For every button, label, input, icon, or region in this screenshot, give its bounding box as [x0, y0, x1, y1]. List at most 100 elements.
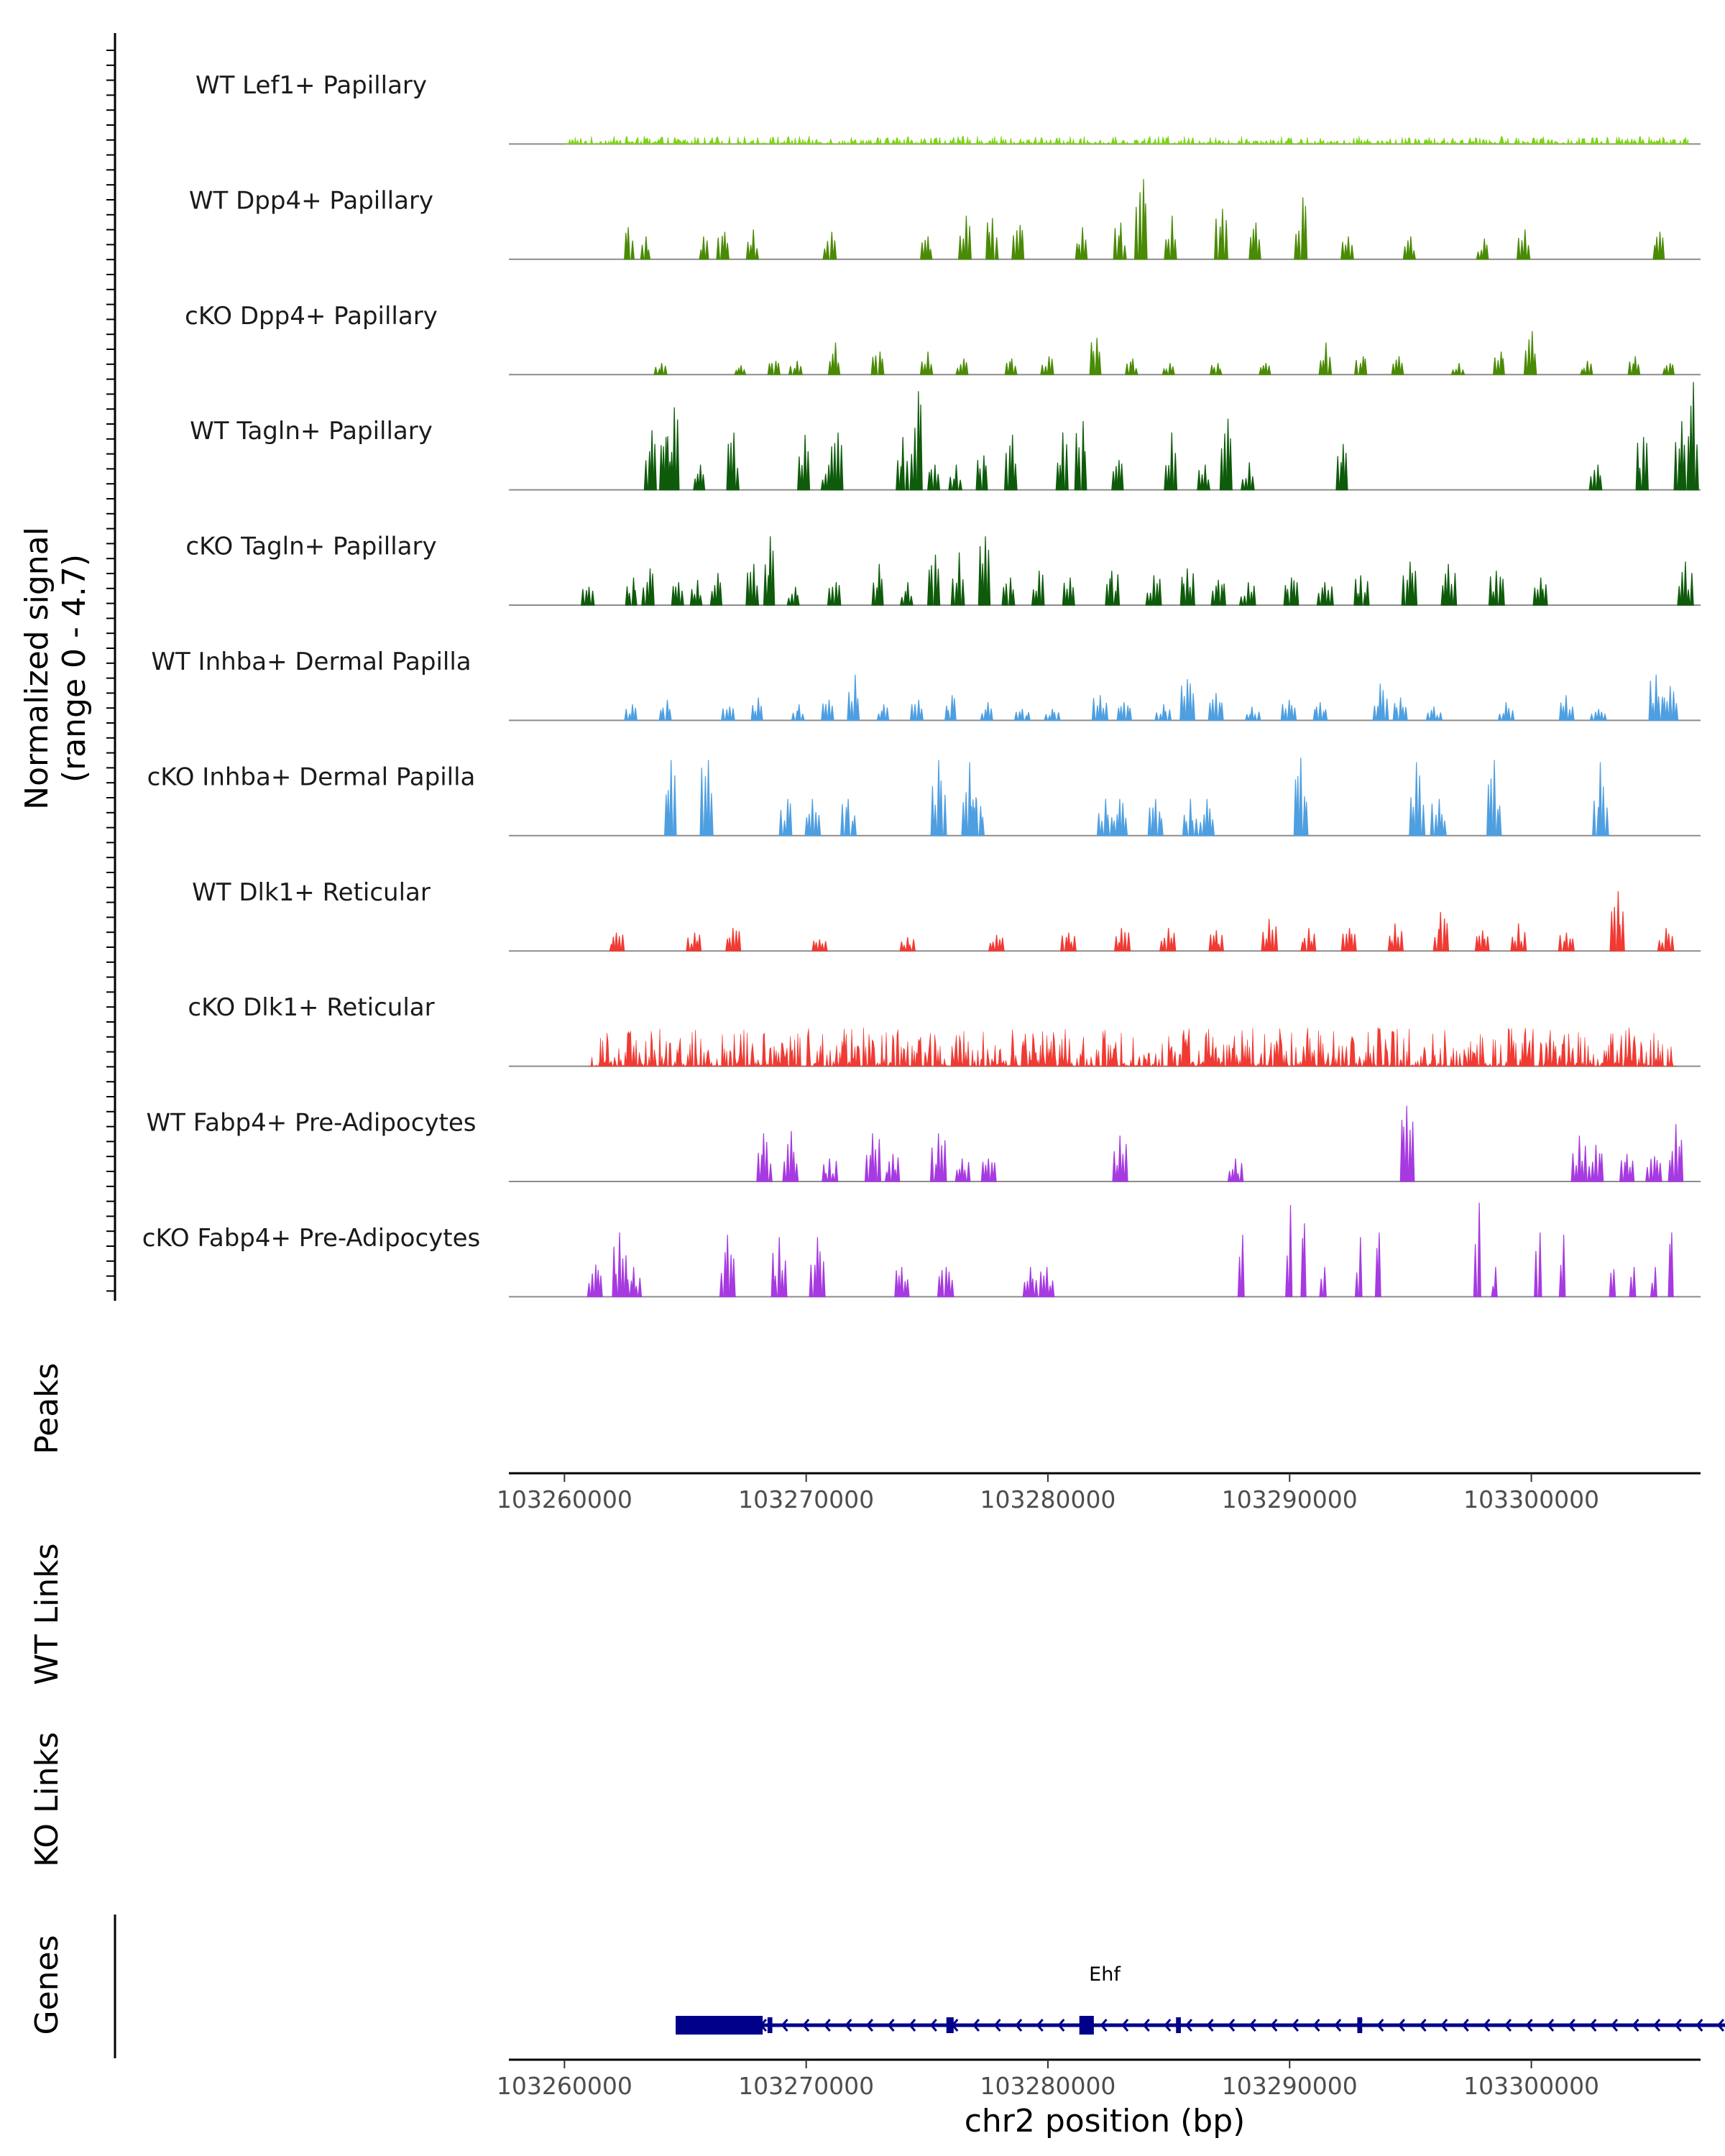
coverage-peak [957, 216, 972, 260]
coverage-peak [1316, 582, 1334, 606]
coverage-peak [1075, 227, 1088, 260]
track-label: cKO Dlk1+ Reticular [188, 993, 434, 1022]
y-axis-range-label: (range 0 - 4.7) [56, 554, 93, 783]
strand-arrow [865, 2019, 874, 2032]
coverage-peak [1580, 361, 1593, 375]
coverage-peak [1662, 363, 1675, 375]
coverage-peak [1001, 577, 1016, 606]
coverage-peak [1237, 1235, 1245, 1297]
coverage-peak [1340, 236, 1354, 260]
gene-label: Ehf [1089, 1963, 1121, 1986]
coverage-peak [1319, 1266, 1327, 1297]
coverage-peak [1440, 563, 1458, 606]
coverage-peak [909, 391, 923, 491]
coverage-peak [1488, 571, 1505, 606]
coverage-peak [919, 351, 934, 375]
coverage-peak [1374, 1232, 1381, 1297]
coverage-peak [1662, 686, 1679, 721]
track-label: WT Dlk1+ Reticular [192, 878, 431, 907]
coverage-peak [884, 1153, 901, 1182]
strand-arrow [929, 2019, 937, 2032]
coverage-peak [1432, 911, 1450, 952]
coverage-peak [1558, 695, 1575, 721]
gene-model [676, 2016, 1725, 2035]
strand-arrow [993, 2019, 1001, 2032]
coverage-peak [864, 1133, 882, 1182]
genes-track-label: Genes [29, 1935, 65, 2035]
coverage-peak [969, 798, 985, 837]
coverage-peak [719, 1235, 736, 1297]
coverage-track: WT Fabp4+ Pre-Adipocytes [147, 1105, 1701, 1182]
coverage-peak [1523, 331, 1537, 375]
coverage-peak [693, 464, 706, 491]
coverage-peak [770, 1237, 788, 1297]
coverage-peak [1589, 709, 1607, 721]
coverage-peak [1261, 918, 1279, 952]
coverage-peak [1673, 420, 1687, 491]
coverage-peak [1031, 571, 1045, 606]
coverage-peak [658, 699, 672, 721]
track-label: cKO Fabp4+ Pre-Adipocytes [142, 1224, 481, 1253]
coverage-peak [1402, 236, 1417, 260]
coverage-peak [643, 430, 657, 491]
coverage-peak [1354, 1237, 1363, 1297]
coverage-peak [709, 573, 723, 606]
coverage-peak [1091, 695, 1109, 721]
strand-arrow [1632, 2019, 1639, 2032]
coverage-peak [827, 582, 842, 606]
coverage-peak [870, 351, 885, 375]
coverage-track: WT Dpp4+ Papillary [189, 179, 1701, 260]
coverage-peak [1652, 231, 1665, 260]
coverage-peak [1162, 363, 1175, 375]
coverage-peak [1486, 760, 1502, 837]
coverage-peak [1209, 363, 1223, 375]
coverage-peak [716, 231, 730, 260]
coverage-track: cKO Dpp4+ Papillary [185, 302, 1701, 376]
coverage-peak [624, 227, 635, 260]
coverage-peak [1372, 683, 1389, 721]
coverage-peak [625, 1266, 643, 1297]
coverage-peak [1430, 798, 1447, 837]
coverage-track: cKO Fabp4+ Pre-Adipocytes [142, 1202, 1701, 1298]
peaks-track-label: Peaks [29, 1363, 65, 1454]
coverage-peak [609, 932, 625, 952]
coverage-peak [750, 697, 763, 721]
coverage-peak [1011, 224, 1025, 260]
strand-arrow [1461, 2019, 1469, 2032]
coverage-peak [937, 1266, 954, 1297]
coverage-peak [1609, 891, 1625, 952]
coverage-peak [1592, 762, 1609, 837]
x-axis-top: 103260000 103270000 103280000 103290000 1033… [497, 1473, 1599, 1514]
x-tick-label: 103260000 [497, 1485, 632, 1514]
coverage-peak [1105, 571, 1121, 606]
coverage-peak [1340, 928, 1357, 952]
strand-arrow [1184, 2019, 1193, 2032]
coverage-peak [978, 536, 991, 606]
coverage-peak [1648, 674, 1665, 721]
coverage-peak [1089, 338, 1102, 375]
coverage-peak [1392, 697, 1408, 721]
coverage-peak [1227, 1158, 1244, 1182]
coverage-peak [1112, 798, 1128, 837]
coverage-peak [1197, 464, 1210, 491]
gene-exon [767, 2017, 773, 2033]
strand-arrow [1610, 2019, 1619, 2032]
coverage-peak [1387, 923, 1404, 952]
coverage-peak [827, 342, 841, 375]
coverage-track: cKO Inhba+ Dermal Papilla [147, 757, 1701, 837]
coverage-peak [1619, 1153, 1635, 1182]
coverage-peak [1116, 701, 1133, 721]
coverage-peak [980, 701, 993, 721]
track-label: WT Fabp4+ Pre-Adipocytes [147, 1109, 477, 1138]
coverage-peak [666, 407, 680, 491]
coverage-peak [1516, 229, 1531, 260]
coverage-peak [1677, 561, 1694, 606]
x-tick-label: 103260000 [497, 2072, 632, 2100]
coverage-peak [671, 582, 684, 606]
x-tick-label: 103270000 [738, 1485, 874, 1514]
coverage-peak [1570, 1135, 1588, 1182]
gene-exon [1079, 2016, 1094, 2035]
track-label: WT Lef1+ Papillary [196, 71, 427, 100]
coverage-peak [1587, 1144, 1604, 1182]
coverage-peak [1159, 928, 1177, 952]
